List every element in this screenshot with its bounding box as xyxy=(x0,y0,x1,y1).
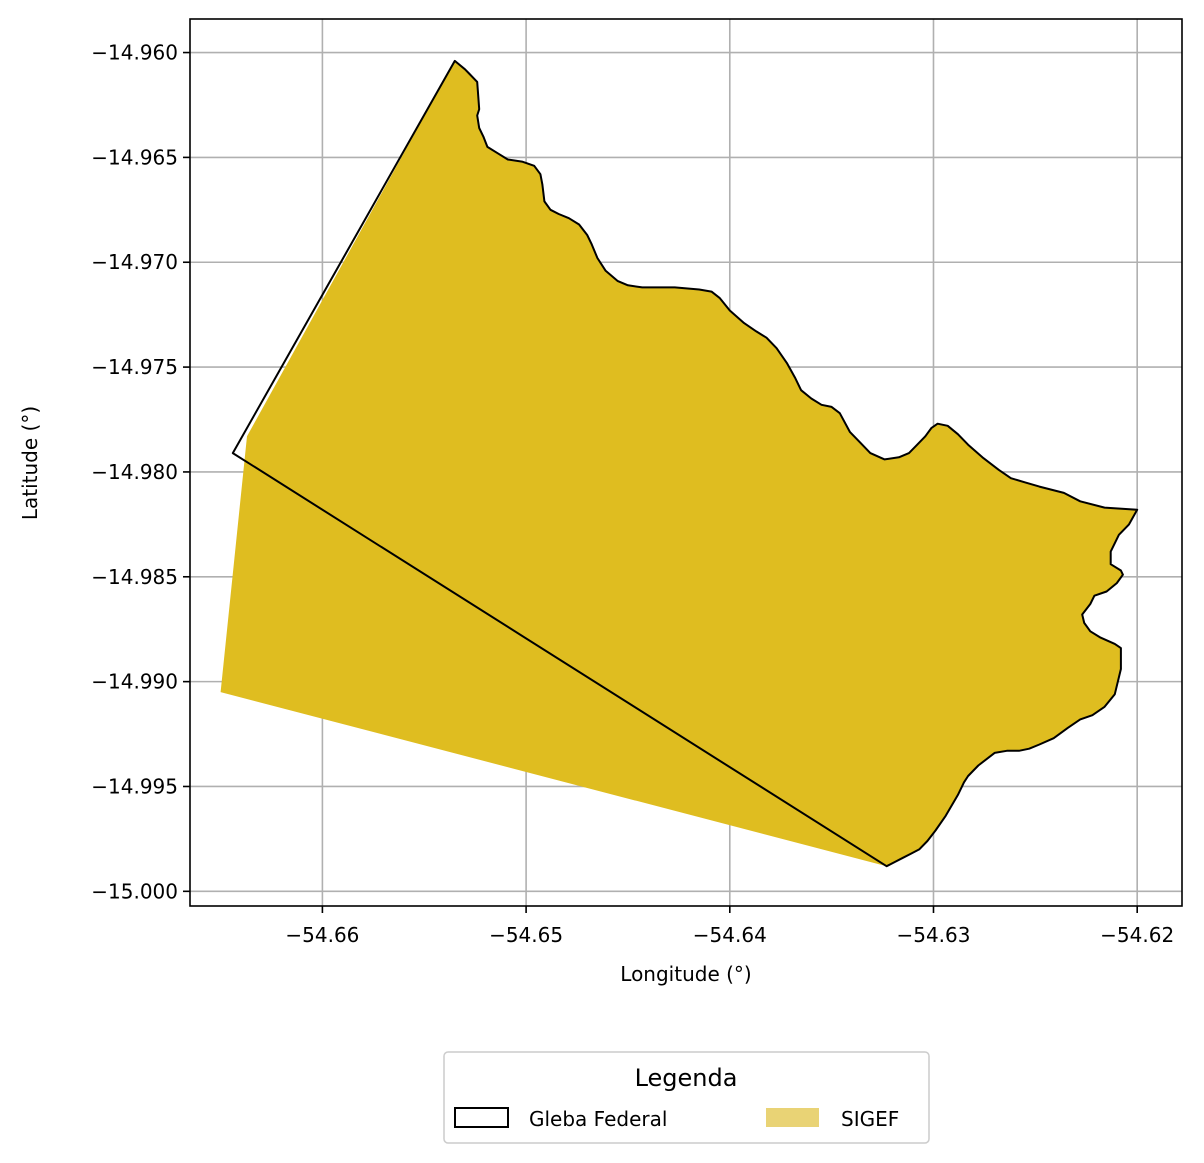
y-axis-label: Latitude (°) xyxy=(18,406,42,520)
y-tick-label-0: −14.960 xyxy=(91,41,178,65)
x-tick-label-1: −54.65 xyxy=(489,923,563,947)
axes-frame xyxy=(189,18,1183,907)
y-tick-label-5: −14.985 xyxy=(91,565,178,589)
legend-label-sigef: SIGEF xyxy=(841,1107,899,1131)
y-tick-label-6: −14.990 xyxy=(91,670,178,694)
sigef-parcel xyxy=(220,60,1138,867)
legend-label-gleba-federal: Gleba Federal xyxy=(529,1107,667,1131)
y-tick-label-2: −14.970 xyxy=(91,250,178,274)
x-tick-label-2: −54.64 xyxy=(693,923,767,947)
gleba-federal-boundary xyxy=(231,59,1139,868)
y-tick-label-4: −14.980 xyxy=(91,460,178,484)
x-tick-label-0: −54.66 xyxy=(285,923,359,947)
legend-swatch-gleba-federal xyxy=(454,1107,509,1128)
x-axis-ticks: −54.66 −54.65 −54.64 −54.63 −54.62 xyxy=(285,906,1174,947)
legend: Legenda Gleba Federal SIGEF xyxy=(443,1051,930,1144)
polygon-layer xyxy=(220,59,1139,868)
legend-title: Legenda xyxy=(635,1064,738,1092)
x-tick-label-3: −54.63 xyxy=(896,923,970,947)
y-tick-label-8: −15.000 xyxy=(91,879,178,903)
y-tick-label-7: −14.995 xyxy=(91,774,178,798)
y-tick-label-1: −14.965 xyxy=(91,145,178,169)
y-tick-label-3: −14.975 xyxy=(91,355,178,379)
x-axis-label: Longitude (°) xyxy=(620,962,751,986)
y-axis-ticks: −14.960 −14.965 −14.970 −14.975 −14.980 −14.9… xyxy=(91,41,190,903)
legend-swatch-sigef xyxy=(766,1108,819,1127)
x-tick-label-4: −54.62 xyxy=(1100,923,1174,947)
